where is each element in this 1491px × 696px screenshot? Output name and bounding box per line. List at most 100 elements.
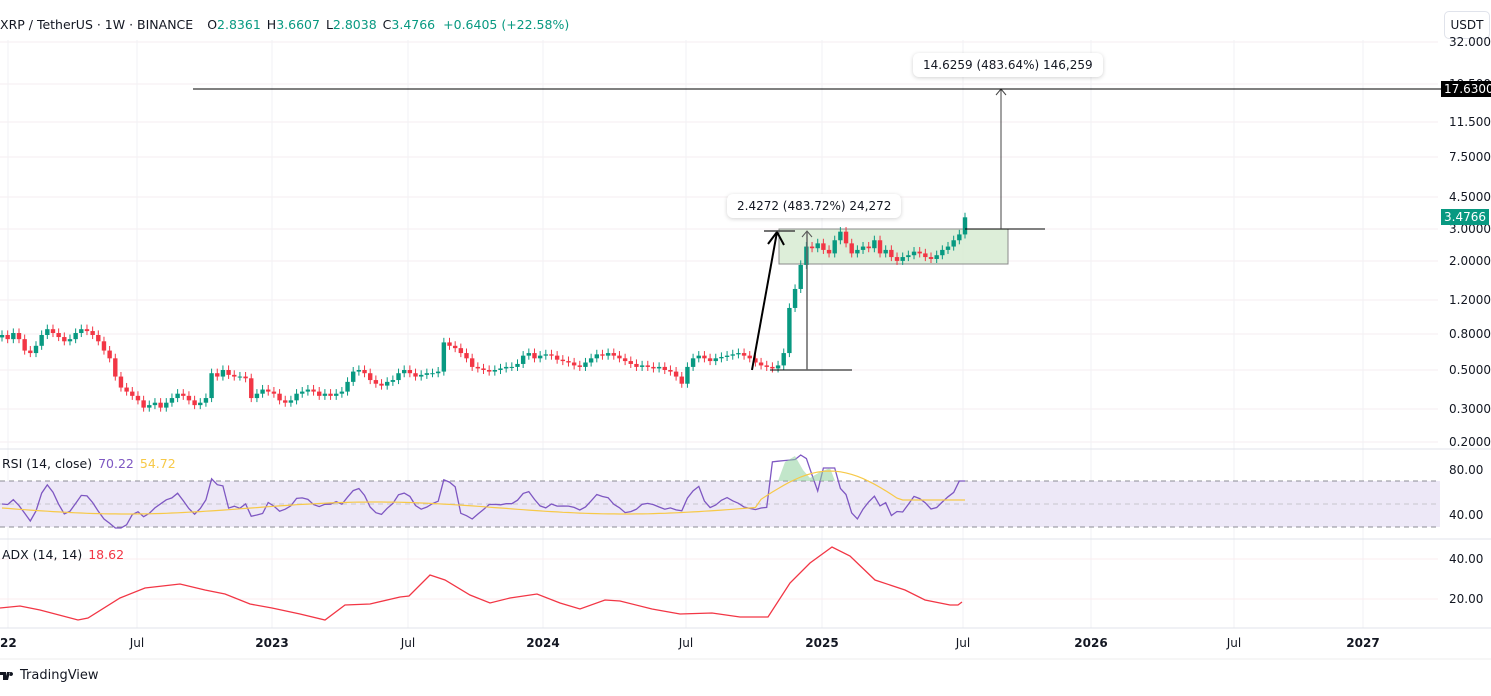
candle xyxy=(730,354,735,356)
candle xyxy=(503,366,509,369)
adx-line xyxy=(0,546,963,621)
candle xyxy=(458,348,464,354)
candle xyxy=(770,366,775,369)
candle xyxy=(345,381,350,392)
candle xyxy=(826,249,832,254)
candle xyxy=(945,246,951,250)
candle xyxy=(305,389,311,392)
candle xyxy=(571,362,577,366)
candle xyxy=(792,288,798,308)
candle xyxy=(866,246,871,249)
price-axis-tick: 0.5000 xyxy=(1449,363,1491,377)
rsi-line xyxy=(1,454,965,529)
candle xyxy=(622,358,628,362)
candle xyxy=(855,249,860,254)
candle xyxy=(435,371,441,374)
tradingview-logo-icon xyxy=(0,671,14,680)
price-axis-tick: 3.0000 xyxy=(1449,222,1491,236)
rsi-overbought-fill xyxy=(778,456,835,481)
target-price-tag: 17.6300 xyxy=(1441,81,1491,97)
candle xyxy=(877,240,883,254)
candle xyxy=(928,257,934,259)
candle xyxy=(237,376,243,378)
candle xyxy=(758,362,764,366)
candle xyxy=(787,307,792,354)
time-axis-tick: 2027 xyxy=(1346,636,1380,650)
candle xyxy=(322,393,328,396)
candle xyxy=(554,355,560,360)
time-axis-tick: 2025 xyxy=(805,636,839,650)
candle xyxy=(260,389,265,394)
candle xyxy=(447,342,452,346)
measure-label-target: 14.6259 (483.64%) 146,259 xyxy=(913,53,1103,77)
candle xyxy=(668,370,673,372)
candle xyxy=(39,335,44,346)
candle xyxy=(832,240,837,254)
candle xyxy=(962,217,968,235)
candle xyxy=(84,329,90,332)
candle xyxy=(560,359,566,362)
candle xyxy=(135,395,141,401)
candle xyxy=(940,249,945,256)
price-axis-tick: 11.5000 xyxy=(1449,115,1491,129)
candle xyxy=(662,366,667,370)
candle xyxy=(872,240,877,249)
candle xyxy=(934,255,939,259)
tradingview-footer: TradingView xyxy=(0,668,99,683)
rsi-axis-tick: 40.00 xyxy=(1449,508,1483,522)
symbol-title[interactable]: XRP / TetherUS · 1W · BINANCE xyxy=(0,16,194,32)
candle xyxy=(130,391,135,396)
time-axis-tick: Jul xyxy=(1226,636,1242,650)
low-label: L xyxy=(325,16,333,32)
candle xyxy=(651,366,656,369)
candle xyxy=(407,370,413,374)
candle xyxy=(617,355,622,359)
candle xyxy=(11,333,16,340)
candle xyxy=(62,337,67,342)
candle xyxy=(107,350,112,359)
candle xyxy=(577,365,582,367)
candle xyxy=(334,393,339,396)
candle xyxy=(951,240,956,247)
candle xyxy=(328,393,333,396)
currency-button[interactable]: USDT xyxy=(1444,11,1490,39)
candle xyxy=(583,362,588,367)
candle xyxy=(719,356,724,359)
candle xyxy=(900,257,905,261)
candle xyxy=(28,350,33,354)
adx-legend: ADX (14, 14) 18.62 xyxy=(2,547,124,562)
candle xyxy=(351,371,356,382)
top-strip xyxy=(0,0,1491,6)
candle xyxy=(911,251,917,256)
candle xyxy=(90,331,95,336)
candle xyxy=(181,393,186,396)
candle xyxy=(724,355,730,357)
candle xyxy=(373,380,379,384)
candle xyxy=(611,353,616,356)
close-label: C xyxy=(382,16,392,32)
candle xyxy=(645,365,650,367)
candle xyxy=(16,333,22,340)
time-axis-tick: Jul xyxy=(129,636,145,650)
open-label: O xyxy=(207,16,218,32)
adx-value: 18.62 xyxy=(88,547,125,562)
candle xyxy=(101,341,107,351)
candle xyxy=(368,373,373,381)
candle xyxy=(277,393,282,401)
candle xyxy=(311,389,316,392)
candle xyxy=(158,402,163,408)
time-axis-tick: Jul xyxy=(955,636,971,650)
open-value: 2.8361 xyxy=(217,16,261,32)
candle xyxy=(413,373,418,377)
candle xyxy=(356,370,362,372)
candle xyxy=(452,345,458,349)
candle xyxy=(220,370,226,377)
candle xyxy=(696,355,701,359)
candle xyxy=(45,329,50,336)
candle xyxy=(690,358,696,367)
candle xyxy=(809,246,815,249)
candle xyxy=(56,333,61,338)
candle xyxy=(288,400,294,403)
candle xyxy=(198,402,203,406)
